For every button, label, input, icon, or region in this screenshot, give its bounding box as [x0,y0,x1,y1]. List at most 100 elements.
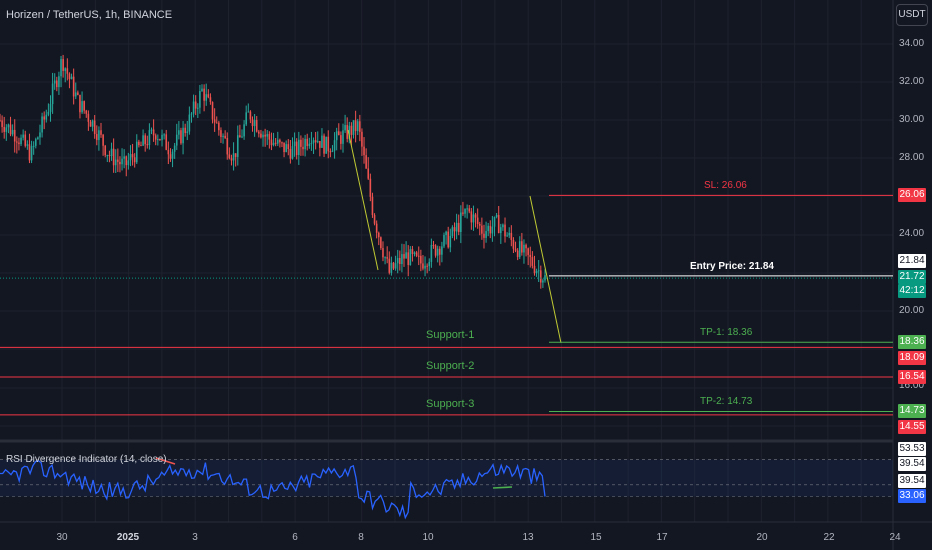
tp1-label: TP-1: 18.36 [700,327,753,338]
candle-body [60,59,62,77]
candle-body [455,222,458,232]
candle-body [159,139,161,141]
candle-body [415,252,418,256]
candle-body [142,135,144,146]
candle-body [89,121,92,127]
candle-body [348,125,351,139]
candle-body [523,244,525,253]
countdown-box: 42:12 [898,284,926,298]
candle-body [531,257,534,266]
candle-body [85,110,88,114]
candle-body [165,134,168,150]
candle-body [72,76,75,97]
candle-body [241,136,243,138]
rsi-divergence-line [155,457,176,465]
candle-body [359,121,361,132]
candle-body [457,222,460,233]
candle-body [407,252,410,266]
time-tick: 20 [756,532,768,543]
candle-body [529,254,532,258]
candle-body [34,139,37,146]
candle-body [533,265,536,274]
candle-body [525,244,527,249]
candle-body [289,148,292,159]
support2-label: Support-2 [426,360,475,372]
candle-body [542,280,544,283]
candle-body [104,145,107,156]
candle-body [365,155,367,169]
candle-body [319,141,321,148]
candle-body [117,159,119,162]
candle-body [138,141,140,146]
candle-body [154,135,157,140]
s3-price-box: 14.55 [898,420,926,434]
candle-body [194,101,197,109]
candle-body [535,270,538,274]
candle-body [41,116,43,133]
candle-body [49,104,52,112]
candle-body [434,245,437,256]
candle-body [74,92,77,97]
candle-body [466,208,468,210]
candle-body [125,156,128,166]
candle-body [222,135,224,137]
candle-body [110,148,113,157]
candle-body [323,135,325,154]
candle-body [537,270,540,272]
candle-body [70,76,73,80]
candle-body [39,132,41,138]
candle-body [464,208,466,214]
candle-body [51,83,54,105]
entry-label: Entry Price: 21.84 [690,261,774,272]
currency-button[interactable]: USDT [896,4,928,26]
candle-body [512,240,515,249]
candle-body [401,254,403,265]
candle-body [68,73,71,80]
candle-body [213,119,216,123]
candle-body [377,232,380,238]
candle-body [188,114,191,132]
candle-body [1,120,3,127]
candle-body [384,257,386,259]
candle-body [302,146,304,150]
time-tick: 2025 [116,532,140,543]
candle-body [346,125,349,139]
candle-body [502,224,504,228]
candle-body [186,131,189,133]
candle-body [544,275,546,281]
candle-body [489,225,492,234]
time-tick: 8 [358,532,364,543]
candle-body [95,134,98,141]
candle-body [79,94,81,113]
candle-body [493,216,496,227]
rsi-level-box: 53.53 [898,442,926,456]
candle-body [182,127,184,144]
candle-body [201,88,203,92]
candle-body [445,231,447,236]
candle-body [22,134,24,138]
candle-body [405,252,407,259]
time-tick: 10 [422,532,434,543]
candle-body [258,131,260,134]
candle-body [146,144,149,146]
candle-body [363,146,365,156]
candle-body [316,141,319,143]
candle-body [287,144,290,149]
tp2-price-box: 14.73 [898,404,926,418]
candle-body [249,111,252,120]
candle-body [171,151,174,159]
candle-body [47,111,50,115]
candle-body [224,135,226,138]
time-tick: 6 [292,532,298,543]
candle-body [312,140,315,144]
candle-body [11,129,14,135]
candle-body [161,134,163,141]
rsi-divergence-line [492,486,513,489]
candle-body [58,76,60,88]
candle-body [420,255,422,264]
rsi-indicator-label[interactable]: RSI Divergence Indicator (14, close) [6,454,167,465]
trend-line [347,129,379,271]
trend-line [529,195,562,344]
